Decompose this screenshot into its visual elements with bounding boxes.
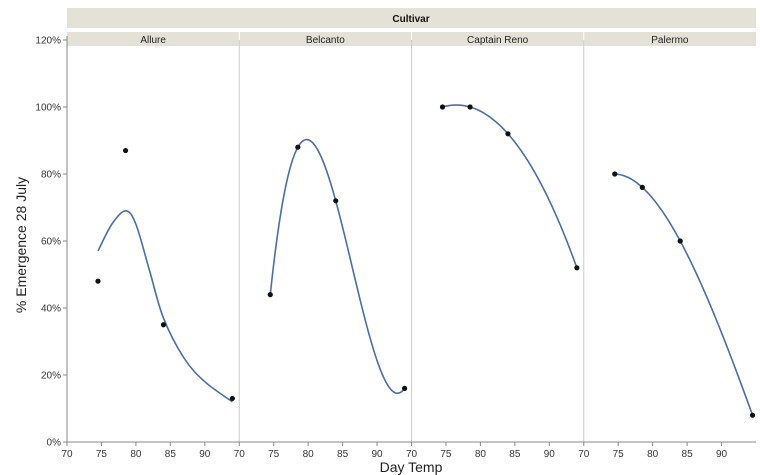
x-tick-label: 85 bbox=[337, 449, 349, 460]
facet-label: Palermo bbox=[651, 35, 689, 46]
x-tick-label: 75 bbox=[96, 449, 108, 460]
x-axis-title: Day Temp bbox=[380, 459, 443, 475]
fit-curves bbox=[97, 104, 754, 416]
x-tick-label: 70 bbox=[61, 449, 73, 460]
data-point bbox=[267, 292, 273, 298]
facet-header-bg bbox=[67, 32, 240, 46]
data-point bbox=[402, 385, 408, 391]
data-point bbox=[612, 171, 618, 177]
x-tick-label: 80 bbox=[475, 449, 487, 460]
data-points bbox=[95, 104, 756, 418]
data-point bbox=[333, 198, 339, 204]
x-tick-label: 70 bbox=[234, 449, 246, 460]
data-point bbox=[749, 412, 756, 418]
y-tick-label: 120% bbox=[35, 36, 61, 47]
y-tick-label: 40% bbox=[41, 304, 61, 315]
data-point bbox=[229, 395, 235, 402]
x-tick-label: 70 bbox=[406, 449, 418, 460]
x-tick-label: 80 bbox=[647, 449, 659, 460]
fit-curve bbox=[97, 210, 233, 403]
x-tick-label: 85 bbox=[682, 449, 694, 460]
x-tick-label: 75 bbox=[613, 449, 625, 460]
data-point bbox=[574, 265, 580, 271]
x-tick-label: 80 bbox=[130, 449, 142, 460]
x-tick-label: 70 bbox=[578, 449, 590, 460]
y-tick-label: 80% bbox=[41, 170, 61, 181]
x-tick-label: 80 bbox=[303, 449, 315, 460]
y-axis-title: % Emergence 28 July bbox=[13, 177, 29, 313]
facet-dividers bbox=[238, 40, 585, 442]
data-point bbox=[122, 147, 129, 154]
x-axis: 70 75 80 85 90 70 75 80 85 90 70 75 80 85 90 70 75 80 85 90 bbox=[61, 441, 756, 460]
facet-label: Allure bbox=[140, 35, 166, 46]
facet-headers: Allure Belcanto Captain Reno Palermo bbox=[67, 32, 756, 46]
fit-curve bbox=[442, 104, 578, 269]
facet-header-bg bbox=[239, 32, 412, 46]
facet-header-bg bbox=[411, 32, 584, 46]
data-point bbox=[160, 322, 167, 328]
data-point bbox=[467, 104, 473, 110]
fit-curve bbox=[269, 138, 406, 395]
x-tick-label: 85 bbox=[509, 449, 521, 460]
data-point bbox=[95, 278, 101, 284]
data-point bbox=[639, 184, 645, 190]
facet-label: Belcanto bbox=[306, 35, 345, 46]
x-tick-label: 75 bbox=[268, 449, 280, 460]
x-tick-label: 75 bbox=[440, 449, 452, 460]
x-tick-label: 90 bbox=[371, 449, 383, 460]
facet-label: Captain Reno bbox=[467, 35, 529, 46]
y-axis: 0% 20% 40% 60% 80% 100% 120% bbox=[35, 36, 68, 449]
group-label: Cultivar bbox=[392, 14, 429, 25]
y-tick-label: 100% bbox=[35, 103, 61, 114]
x-tick-label: 85 bbox=[165, 449, 177, 460]
data-point bbox=[295, 144, 301, 150]
group-header bbox=[67, 8, 756, 28]
y-tick-label: 0% bbox=[47, 438, 62, 449]
fit-curve bbox=[614, 173, 754, 416]
data-point bbox=[505, 131, 511, 137]
data-point bbox=[677, 238, 683, 244]
x-tick-label: 90 bbox=[199, 449, 211, 460]
y-tick-label: 20% bbox=[41, 371, 61, 382]
y-tick-label: 60% bbox=[41, 237, 61, 248]
facet-header-bg bbox=[583, 32, 756, 46]
x-tick-label: 90 bbox=[544, 449, 556, 460]
data-point bbox=[439, 104, 446, 110]
x-tick-label: 90 bbox=[716, 449, 728, 460]
